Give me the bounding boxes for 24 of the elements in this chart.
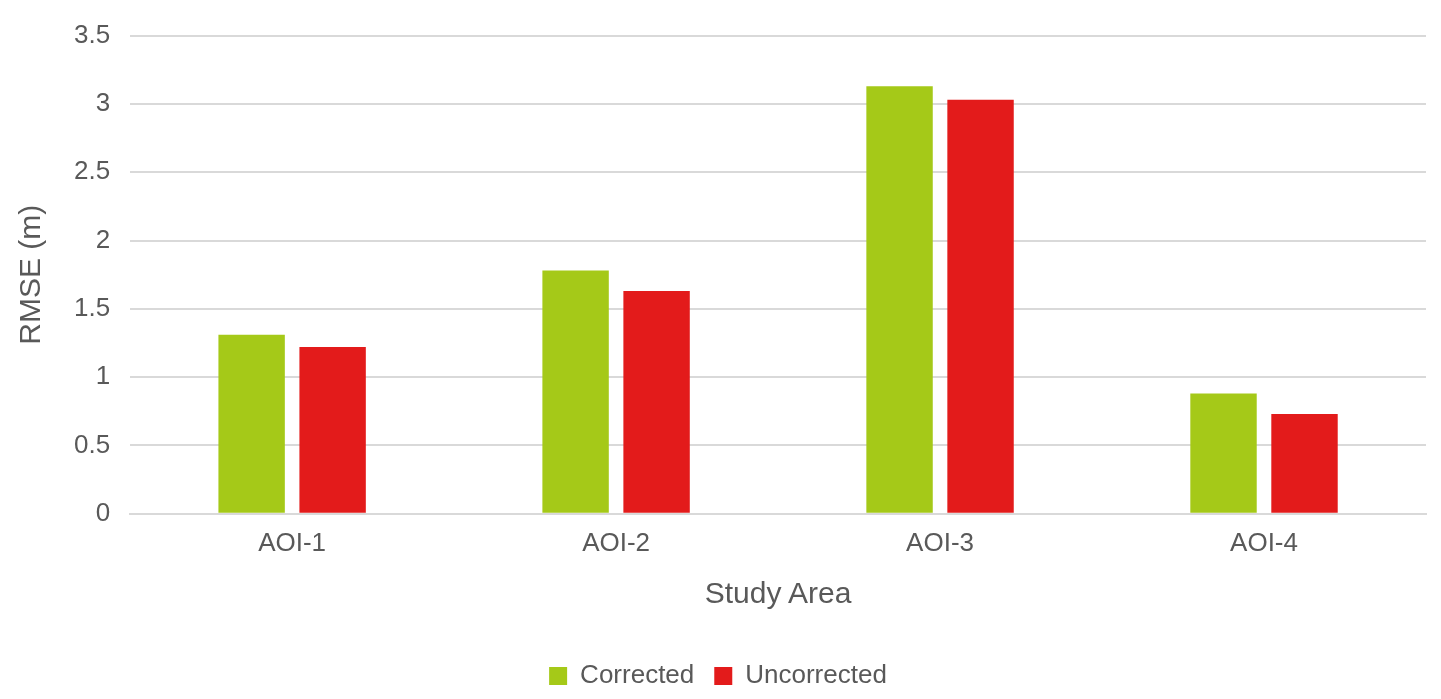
y-axis-title: RMSE (m) bbox=[13, 204, 47, 345]
y-tick-label: 0 bbox=[95, 496, 111, 527]
bar bbox=[1271, 414, 1338, 513]
bar bbox=[218, 334, 285, 513]
x-tick-label: AOI-1 bbox=[258, 526, 327, 557]
legend-label: Corrected bbox=[580, 659, 695, 690]
x-axis-title: Study Area bbox=[704, 576, 852, 610]
x-tick-label: AOI-4 bbox=[1230, 526, 1298, 557]
bar bbox=[299, 347, 366, 513]
bar bbox=[947, 99, 1014, 513]
y-tick-label: 1 bbox=[95, 360, 111, 391]
y-tick-label: 2.5 bbox=[73, 155, 111, 186]
y-tick-label: 3.5 bbox=[73, 18, 111, 49]
bar bbox=[866, 86, 933, 513]
bar bbox=[542, 270, 609, 513]
y-tick-label: 2 bbox=[95, 223, 111, 254]
bar bbox=[623, 291, 690, 513]
bar bbox=[1190, 393, 1257, 513]
y-tick-label: 1.5 bbox=[73, 292, 111, 323]
x-tick-label: AOI-3 bbox=[906, 526, 975, 557]
legend-label: Uncorrected bbox=[745, 659, 887, 690]
x-tick-label: AOI-2 bbox=[582, 526, 651, 557]
y-tick-label: 3 bbox=[95, 87, 111, 118]
y-tick-label: 0.5 bbox=[73, 428, 111, 459]
